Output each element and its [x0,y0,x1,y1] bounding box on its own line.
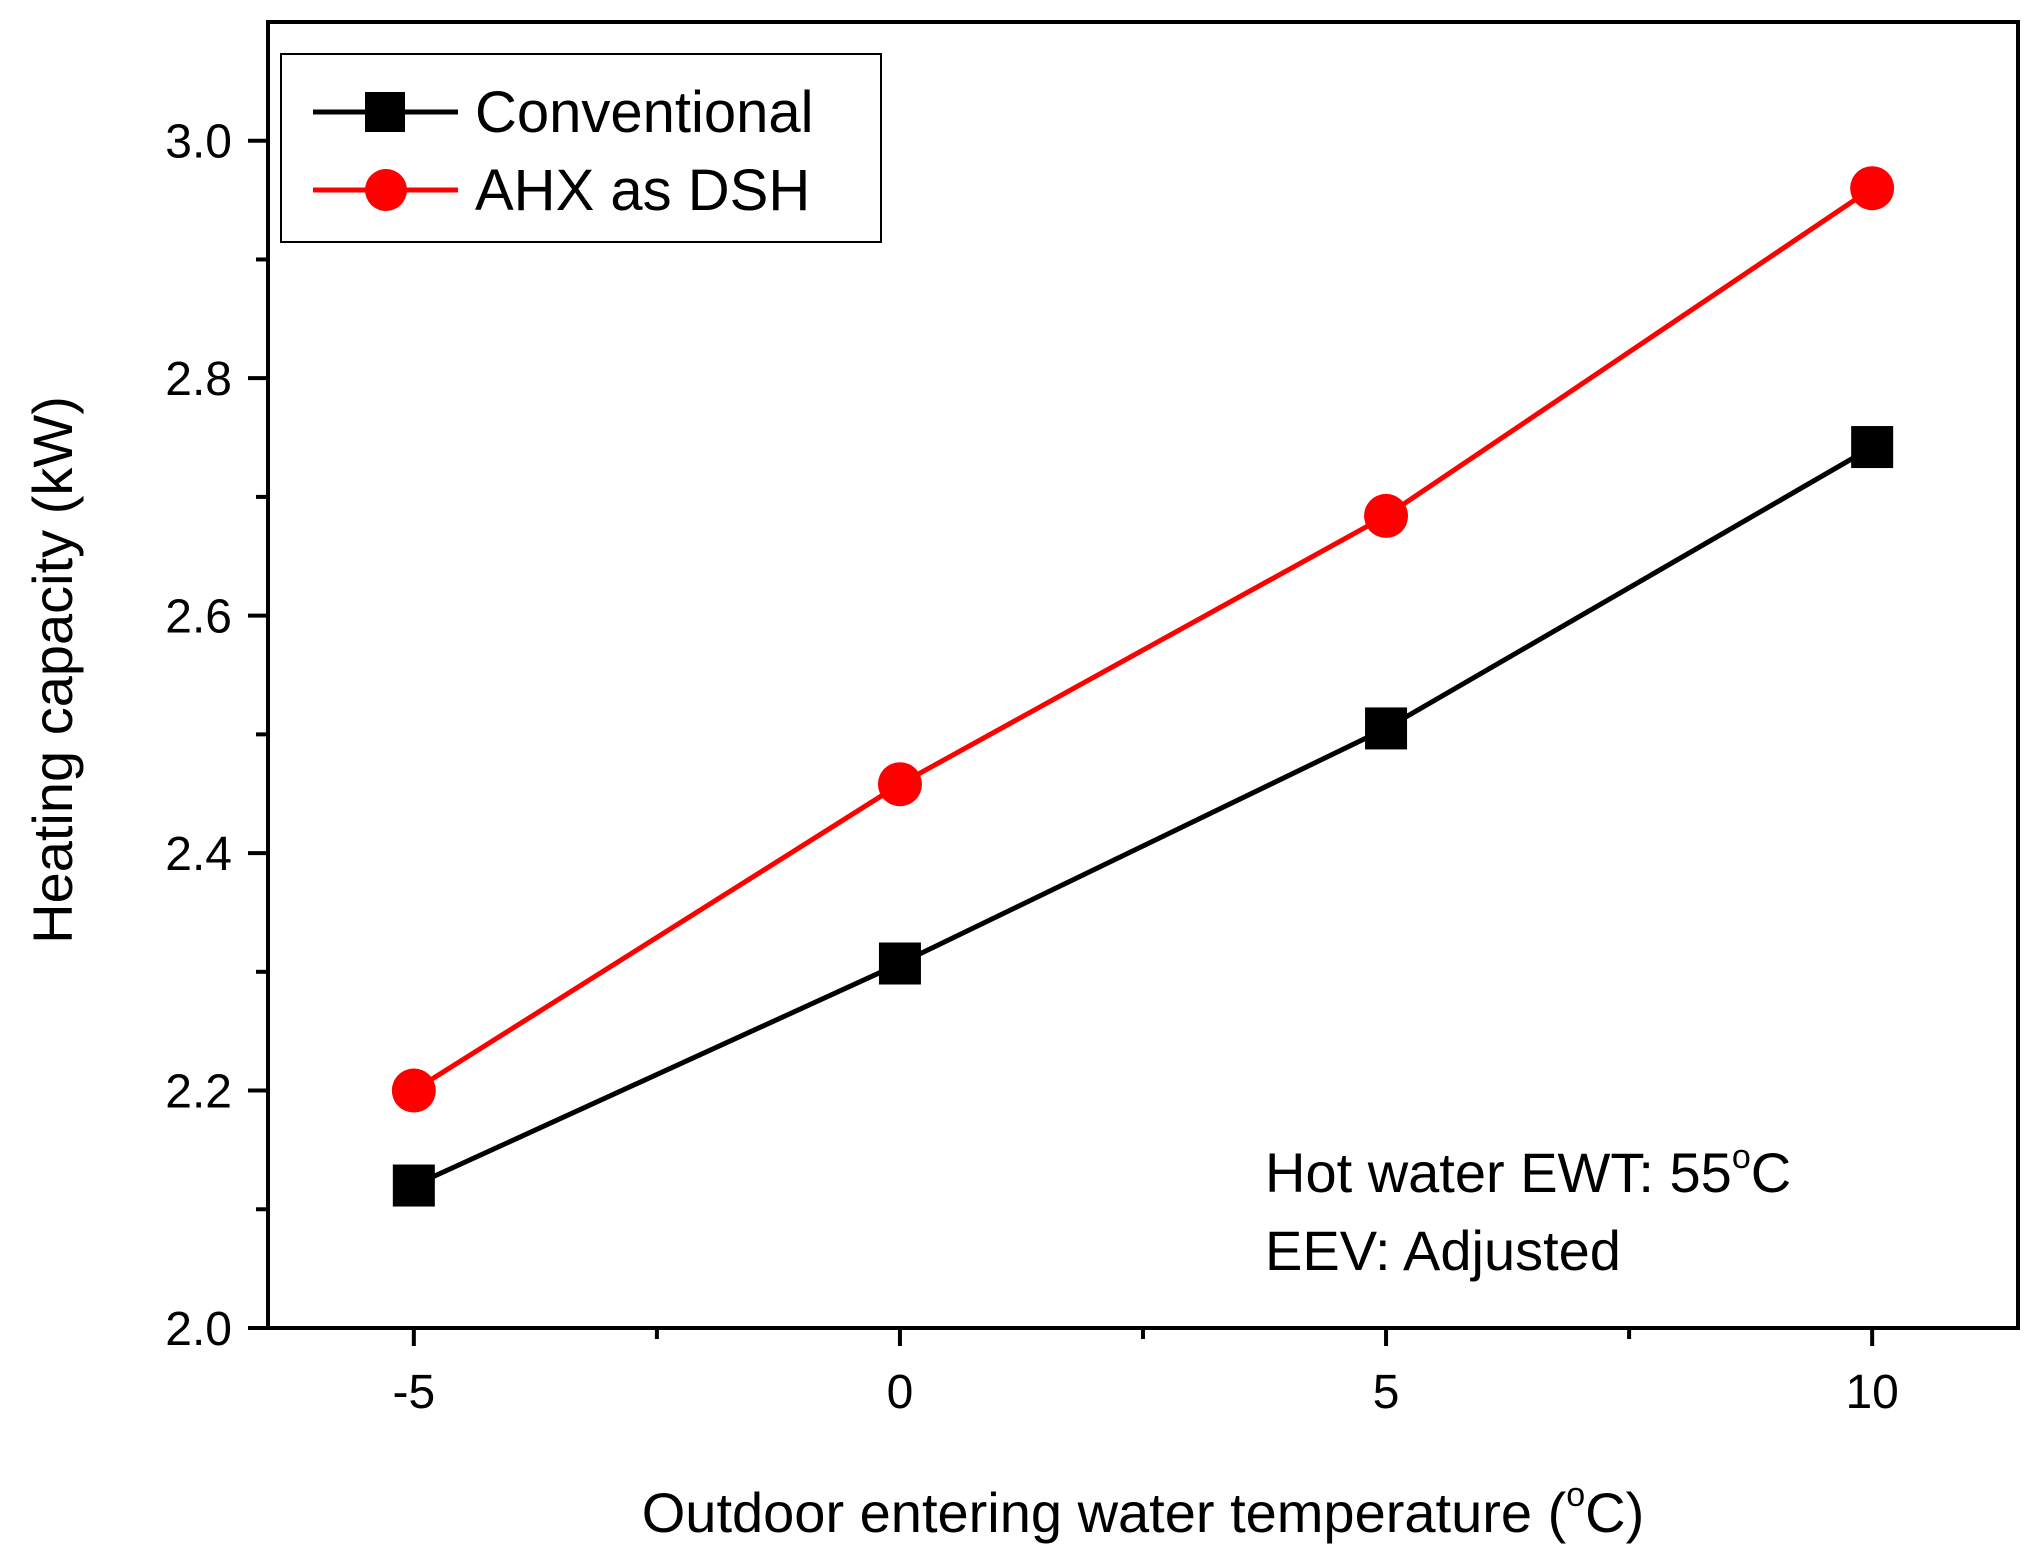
y-tick-label: 2.8 [165,353,232,406]
x-axis-title-prefix: Outdoor entering water temperature ( [642,1481,1567,1544]
axis-ticks [248,138,1875,1346]
series-lines [412,186,1874,1188]
series-line-ahx-as-dsh [412,186,1874,1093]
data-point-conventional [1365,707,1408,750]
y-axis-title: Heating capacity (kW) [21,396,84,944]
annotation: Hot water EWT: 55oC EEV: Adjusted [1265,1138,1791,1282]
x-axis-title: Outdoor entering water temperature (oC) [642,1476,1644,1544]
x-axis-title-degree: o [1566,1476,1585,1514]
x-axis-title-suffix: C) [1585,1481,1644,1544]
annotation-line-1-prefix: Hot water EWT: 55 [1265,1141,1732,1204]
data-point-ahx-as-dsh [1850,166,1895,211]
annotation-degree: o [1732,1138,1751,1176]
x-tick-label: 0 [887,1366,914,1419]
legend: Conventional AHX as DSH [280,53,882,243]
legend-label-ahx: AHX as DSH [475,158,810,223]
annotation-line-1-suffix: C [1751,1141,1791,1204]
x-tick-label: -5 [392,1366,435,1419]
x-tick-label: 5 [1373,1366,1400,1419]
axis-tick-labels: -5 0 5 10 2.0 2.2 2.4 2.6 2.8 3.0 [165,116,1899,1419]
data-point-ahx-as-dsh [877,762,922,807]
series-line-conventional [412,444,1874,1188]
data-point-conventional [1851,426,1894,469]
y-tick-label: 2.6 [165,591,232,644]
data-point-ahx-as-dsh [391,1068,436,1113]
data-point-ahx-as-dsh [1364,493,1409,538]
y-tick-label: 2.2 [165,1066,232,1119]
data-point-conventional [392,1164,435,1207]
legend-box [280,53,882,243]
data-point-conventional [878,942,921,985]
annotation-line-1: Hot water EWT: 55oC [1265,1138,1791,1204]
annotation-line-2: EEV: Adjusted [1265,1219,1621,1282]
legend-marker-ahx [365,169,407,211]
y-tick-label: 2.0 [165,1303,232,1356]
legend-label-conventional: Conventional [475,80,814,145]
x-tick-label: 10 [1845,1366,1898,1419]
y-tick-label: 2.4 [165,828,232,881]
legend-marker-conventional [365,92,405,132]
series-markers [391,166,1895,1207]
y-tick-label: 3.0 [165,116,232,169]
